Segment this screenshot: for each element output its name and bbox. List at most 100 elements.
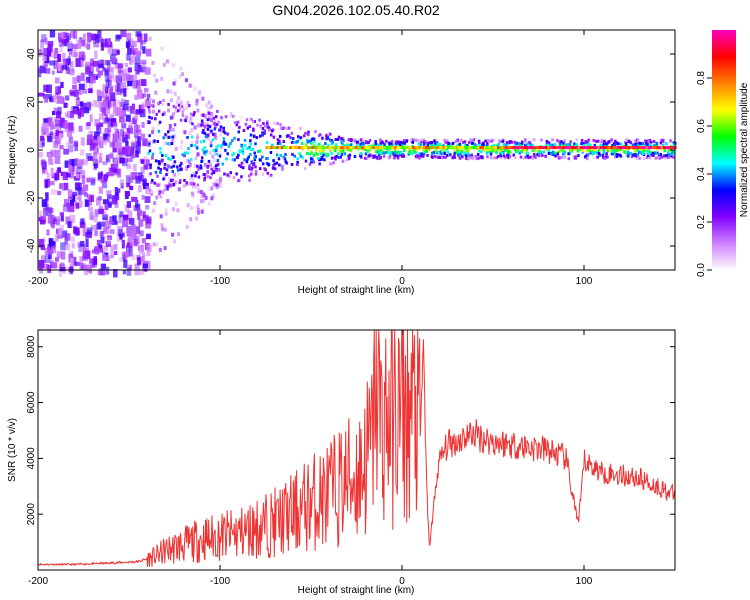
heatmap-cell <box>265 161 269 165</box>
heatmap-cell <box>599 143 603 147</box>
heatmap-cell <box>126 227 133 237</box>
heatmap-cell <box>507 141 510 145</box>
heatmap-cell <box>105 154 109 161</box>
heatmap-cell <box>51 262 58 269</box>
heatmap-cell <box>203 176 207 180</box>
heatmap-cell <box>331 146 335 150</box>
heatmap-cell <box>549 146 553 150</box>
heatmap-cell <box>372 146 376 150</box>
heatmap-cell <box>251 120 255 124</box>
heatmap-cell <box>317 142 320 146</box>
heatmap-cell <box>296 139 299 143</box>
heatmap-cell <box>90 194 95 203</box>
heatmap-cell <box>76 100 81 105</box>
heatmap-cell <box>65 64 70 71</box>
heatmap-cell <box>50 149 56 157</box>
heatmap-cell <box>467 140 471 144</box>
heatmap-cell <box>125 140 129 147</box>
heatmap-cell <box>359 152 362 156</box>
heatmap-cell <box>657 155 661 159</box>
heatmap-cell <box>126 267 132 276</box>
heatmap-cell <box>499 154 503 158</box>
heatmap-cell <box>508 150 512 154</box>
heatmap-cell <box>72 76 77 85</box>
heatmap-cell <box>291 152 294 156</box>
heatmap-cell <box>148 149 152 153</box>
heatmap-cell <box>313 140 316 144</box>
heatmap-cell <box>195 98 199 103</box>
heatmap-cell <box>527 156 531 160</box>
heatmap-cell <box>60 212 64 222</box>
heatmap-cell <box>648 156 652 160</box>
heatmap-cell <box>39 48 46 54</box>
heatmap-cell <box>356 140 359 144</box>
heatmap-cell <box>66 110 73 118</box>
heatmap-cell <box>513 140 517 144</box>
heatmap-cell <box>82 184 89 191</box>
heatmap-cell <box>279 154 283 158</box>
colorbar-tick-label: 0.8 <box>696 71 707 85</box>
heatmap-cell <box>80 190 87 195</box>
heatmap-cell <box>87 232 92 239</box>
heatmap-cell <box>587 138 590 142</box>
heatmap-cell <box>372 155 376 159</box>
heatmap-cell <box>557 155 560 159</box>
heatmap-cell <box>85 122 91 130</box>
heatmap-cell <box>46 84 52 94</box>
heatmap-cell <box>151 60 155 65</box>
heatmap-cell <box>591 151 595 155</box>
heatmap-cell <box>210 167 213 171</box>
heatmap-cell <box>172 155 175 159</box>
heatmap-cell <box>444 155 448 159</box>
heatmap-cell <box>90 178 96 186</box>
heatmap-cell <box>389 146 393 150</box>
heatmap-cell <box>560 155 563 159</box>
heatmap-cell <box>457 150 461 154</box>
heatmap-cell <box>166 184 170 188</box>
heatmap-cell <box>104 114 109 120</box>
heatmap-cell <box>86 177 92 183</box>
heatmap-cell <box>422 152 426 156</box>
heatmap-cell <box>91 33 97 41</box>
heatmap-cell <box>606 149 610 153</box>
heatmap-cell <box>248 145 251 149</box>
heatmap-cell <box>522 156 525 160</box>
heatmap-cell <box>596 151 599 155</box>
heatmap-cell <box>639 141 642 145</box>
heatmap-cell <box>278 139 281 143</box>
heatmap-cell <box>330 142 334 146</box>
heatmap-cell <box>93 42 100 48</box>
heatmap-cell <box>136 209 143 216</box>
heatmap-cell <box>489 156 493 160</box>
heatmap-cell <box>165 134 169 139</box>
heatmap-cell <box>135 69 140 75</box>
heatmap-cell <box>649 143 652 147</box>
heatmap-cell <box>304 159 308 163</box>
heatmap-cell <box>89 131 94 136</box>
heatmap-cell <box>518 151 521 155</box>
heatmap-cell <box>94 230 99 237</box>
heatmap-cell <box>88 88 93 94</box>
heatmap-cell <box>124 204 130 213</box>
heatmap-cell <box>266 157 269 161</box>
heatmap-cell <box>157 166 160 170</box>
heatmap-cell <box>126 106 133 112</box>
heatmap-cell <box>359 154 362 158</box>
heatmap-cell <box>181 153 184 157</box>
heatmap-cell <box>420 152 423 156</box>
heatmap-cell <box>433 139 436 143</box>
heatmap-cell <box>123 68 128 76</box>
heatmap-cell <box>64 160 69 168</box>
heatmap-cell <box>527 146 531 150</box>
heatmap-cell <box>40 215 47 223</box>
heatmap-cell <box>293 154 297 158</box>
heatmap-cell <box>254 142 257 146</box>
heatmap-cell <box>64 233 71 241</box>
heatmap-cell <box>156 174 159 178</box>
heatmap-cell <box>49 60 56 66</box>
heatmap-cell <box>398 146 402 150</box>
heatmap-cell <box>211 138 215 142</box>
heatmap-cell <box>599 146 603 150</box>
heatmap-cell <box>48 238 53 247</box>
heatmap-cell <box>188 83 192 88</box>
